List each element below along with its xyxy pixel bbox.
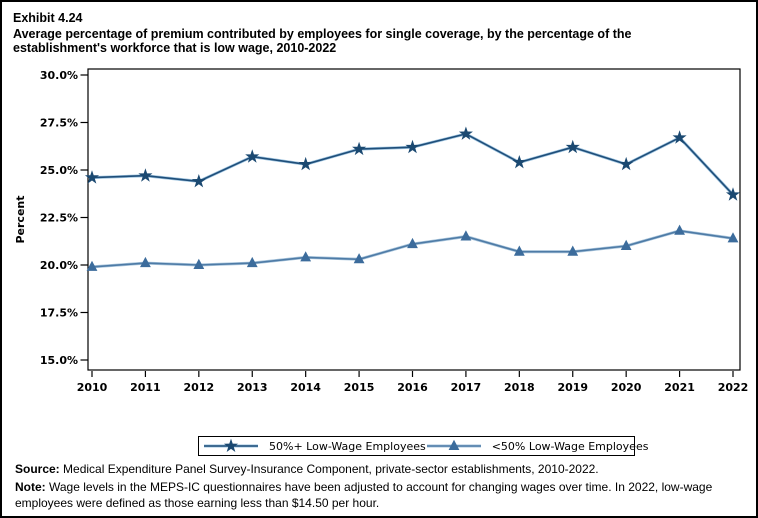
star-data-point [298, 156, 313, 171]
chart-footer: Source: Medical Expenditure Panel Survey… [15, 461, 756, 513]
triangle-data-point [460, 230, 472, 241]
source-text: Medical Expenditure Panel Survey-Insuran… [59, 462, 599, 476]
x-tick-label: 2011 [130, 381, 161, 394]
x-tick-label: 2010 [77, 381, 108, 394]
y-tick-label: 22.5% [40, 212, 78, 225]
legend-entry-50plus: 50%+ Low-Wage Employees [203, 438, 426, 454]
star-data-point [138, 168, 153, 182]
star-data-point [84, 170, 100, 184]
legend-triangle-marker [448, 439, 460, 450]
series-line-halo [91, 229, 734, 269]
note-text: Wage levels in the MEPS-IC questionnaire… [15, 480, 713, 510]
legend-star-marker [223, 438, 239, 452]
y-axis-title: Percent [14, 195, 27, 243]
star-data-point [565, 139, 580, 154]
triangle-data-point [353, 253, 365, 264]
star-data-point [245, 149, 260, 163]
triangle-data-point [193, 258, 205, 269]
triangle-data-point [567, 245, 579, 256]
chart-header: Exhibit 4.24 Average percentage of premi… [13, 11, 723, 56]
star-series-marker-icon [204, 438, 258, 452]
star-data-point [672, 130, 687, 144]
y-tick-label: 30.0% [40, 69, 78, 82]
y-tick-label: 17.5% [40, 307, 78, 320]
y-tick-label: 25.0% [40, 164, 78, 177]
y-tick-label: 15.0% [40, 354, 78, 367]
x-tick-label: 2017 [451, 381, 482, 394]
y-tick-label: 27.5% [40, 117, 78, 130]
triangle-data-point [300, 251, 312, 262]
triangle-data-point [513, 245, 525, 256]
plot-frame [87, 68, 741, 371]
series-0 [84, 126, 741, 201]
chart-title: Average percentage of premium contribute… [13, 26, 632, 56]
legend-label: <50% Low-Wage Employees [491, 439, 649, 453]
x-tick-label: 2012 [184, 381, 215, 394]
triangle-data-point [407, 237, 418, 249]
y-tick-label: 20.0% [40, 259, 78, 272]
star-data-point [405, 139, 420, 154]
triangle-data-point [674, 224, 685, 235]
source-line: Source: Medical Expenditure Panel Survey… [15, 461, 756, 477]
exhibit-label: Exhibit 4.24 [13, 11, 83, 25]
x-tick-label: 2016 [397, 381, 428, 394]
line-chart: 30.0%27.5%25.0%22.5%20.0%17.5%15.0%2010 2… [14, 68, 749, 394]
chart-legend: 50%+ Low-Wage Employees <50% Low-Wage Em… [198, 436, 648, 456]
x-tick-label: 2013 [237, 381, 268, 394]
star-data-point [725, 187, 741, 201]
star-data-point [512, 155, 527, 169]
note-line: Note: Wage levels in the MEPS-IC questio… [15, 479, 756, 511]
legend-entry-under50: <50% Low-Wage Employees [426, 438, 649, 454]
star-data-point [458, 126, 473, 140]
star-data-point [191, 174, 206, 188]
x-tick-label: 2021 [664, 381, 695, 394]
x-tick-label: 2022 [718, 381, 749, 394]
legend-label: 50%+ Low-Wage Employees [269, 439, 426, 453]
triangle-data-point [86, 260, 98, 271]
star-data-point [619, 156, 634, 171]
series-line [91, 230, 734, 268]
x-tick-label: 2019 [557, 381, 588, 394]
triangle-data-point [727, 232, 739, 243]
x-tick-label: 2014 [290, 381, 321, 394]
triangle-data-point [140, 256, 151, 268]
triangle-data-point [620, 239, 632, 250]
note-label: Note: [15, 480, 46, 494]
source-label: Source: [15, 462, 60, 476]
triangle-data-point [246, 256, 258, 268]
x-tick-label: 2018 [504, 381, 535, 394]
y-axis: 30.0% 27.5% 25.0% 22.5% 20.0% 17.5% 15.0% [40, 69, 88, 367]
triangle-series-marker-icon [426, 439, 481, 450]
x-tick-label: 2015 [344, 381, 375, 394]
star-data-point [352, 141, 367, 156]
series-1 [86, 224, 739, 271]
x-tick-label: 2020 [611, 381, 642, 394]
x-axis: 2010 2011 2012 2013 2014 2015 2016 2017 2018 2019… [77, 371, 749, 394]
